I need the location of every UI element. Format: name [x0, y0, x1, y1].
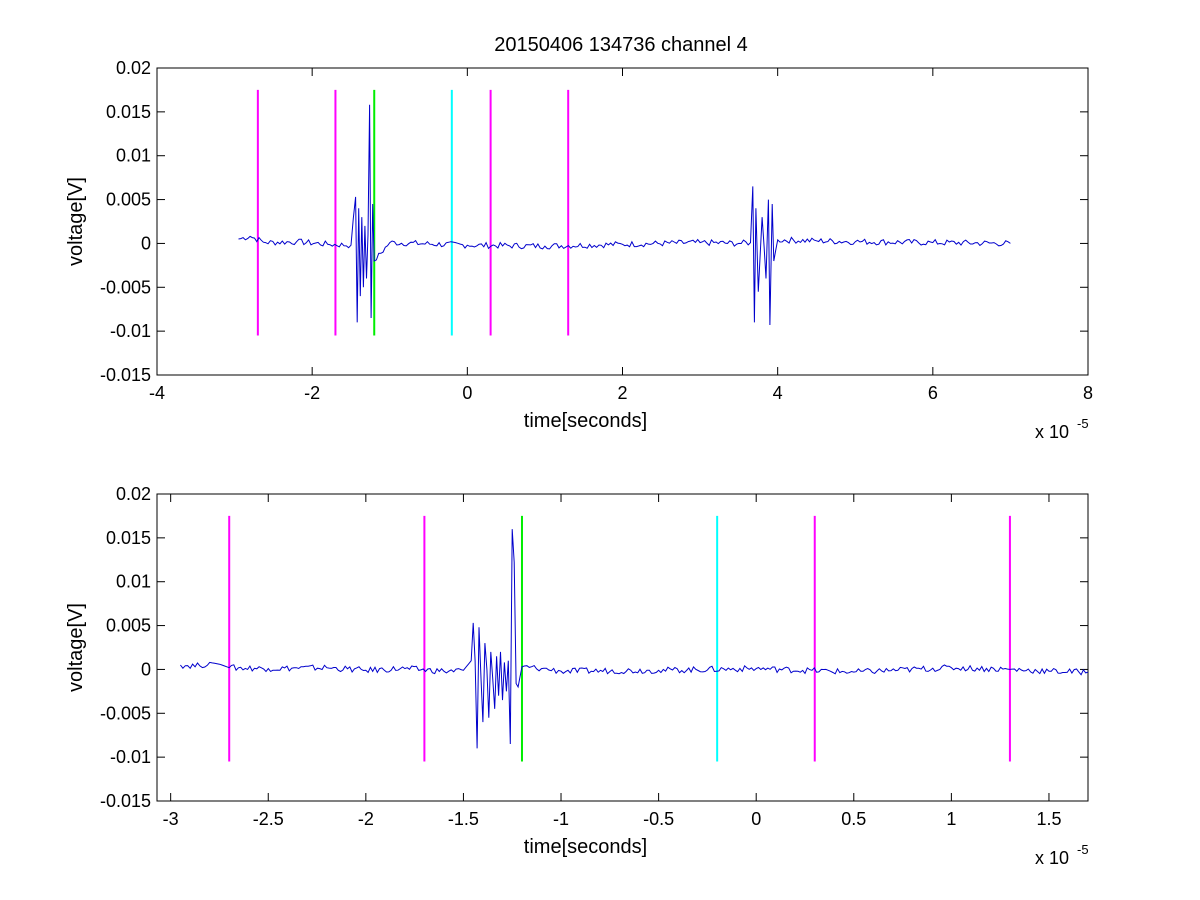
chart-1-y-tick-label: 0.015	[106, 528, 151, 548]
chart-1-x-tick-label: -0.5	[643, 809, 674, 829]
chart-0-signal-line	[238, 104, 1011, 326]
chart-1-y-tick-label: 0.01	[116, 572, 151, 592]
chart-1-y-tick-label: -0.005	[100, 703, 151, 723]
chart-1-x-tick-label: 1	[946, 809, 956, 829]
chart-1-y-tick-label: -0.015	[100, 791, 151, 811]
chart-0-y-axis-label: voltage[V]	[65, 177, 87, 266]
chart-0-y-tick-label: -0.01	[110, 321, 151, 341]
chart-0-x-tick-label: 8	[1083, 383, 1093, 403]
top-plot: -4 -2 0 2 4 6 8 -0.015 -0.01 -0.005 0 0.005 0.01 0.01…	[65, 58, 1093, 442]
chart-1-y-tick-label: 0.02	[116, 484, 151, 504]
chart-0-x-tick-label: 6	[928, 383, 938, 403]
chart-0-y-tick-label: -0.005	[100, 277, 151, 297]
chart-0-x-tick-label: 4	[773, 383, 783, 403]
chart-1-y-tick-label: 0	[141, 659, 151, 679]
chart-1-x-tick-label: -1.5	[448, 809, 479, 829]
chart-0-x-tick-label: 2	[617, 383, 627, 403]
figure-title: 20150406 134736 channel 4	[494, 34, 748, 56]
bottom-plot: -3 -2.5 -2 -1.5 -1 -0.5 0 0.5 1 1.5 -0.015 -0.01 -0.…	[65, 484, 1089, 868]
chart-1-y-axis-label: voltage[V]	[65, 603, 87, 692]
chart-1-x-tick-label: 0	[751, 809, 761, 829]
chart-0-x-multiplier-exponent: -5	[1077, 416, 1089, 431]
chart-0-y-tick-label: 0	[141, 233, 151, 253]
chart-0-y-tick-label: 0.01	[116, 146, 151, 166]
chart-0-x-tick-label: -2	[304, 383, 320, 403]
chart-1-signal-line	[180, 529, 1089, 749]
chart-1-axes-box	[156, 493, 1089, 802]
chart-1-x-tick-label: -2	[358, 809, 374, 829]
chart-1-x-multiplier-exponent: -5	[1077, 842, 1089, 857]
chart-0-y-tick-label: 0.02	[116, 58, 151, 78]
chart-1-x-multiplier: x 10	[1035, 848, 1069, 868]
chart-1-x-axis-label: time[seconds]	[524, 836, 647, 858]
chart-0-y-tick-label: -0.015	[100, 365, 151, 385]
chart-0-x-tick-label: -4	[149, 383, 165, 403]
chart-1-x-tick-label: -3	[163, 809, 179, 829]
chart-1-x-tick-label: 0.5	[841, 809, 866, 829]
chart-0-x-axis-label: time[seconds]	[524, 410, 647, 432]
chart-0-y-tick-label: 0.015	[106, 102, 151, 122]
chart-0-y-tick-label: 0.005	[106, 190, 151, 210]
chart-1-x-tick-label: 1.5	[1036, 809, 1061, 829]
chart-1-y-tick-label: -0.01	[110, 747, 151, 767]
chart-1-x-tick-label: -2.5	[253, 809, 284, 829]
chart-0-axes-box	[156, 67, 1089, 376]
chart-0-x-tick-label: 0	[462, 383, 472, 403]
chart-1-x-tick-label: -1	[553, 809, 569, 829]
chart-0-x-multiplier: x 10	[1035, 422, 1069, 442]
chart-1-y-tick-label: 0.005	[106, 616, 151, 636]
